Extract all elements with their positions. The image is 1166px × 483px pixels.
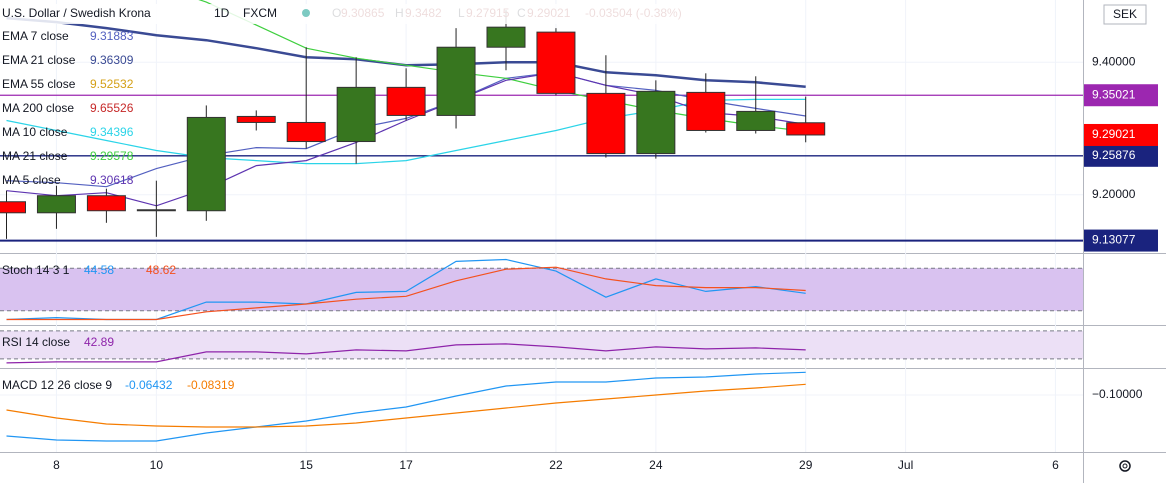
price-plot: [0, 0, 1083, 242]
x-tick-label: 29: [799, 458, 813, 472]
candle-body: [386, 86, 426, 116]
band: [0, 268, 1083, 311]
legend-value: 9.31883: [90, 29, 134, 43]
indicator-line: [6, 266, 806, 321]
indicator-line: [6, 371, 806, 442]
candle-body: [636, 90, 676, 155]
legend-name: EMA 21 close: [2, 53, 76, 67]
currency-box[interactable]: [1103, 4, 1147, 25]
y-tick-label: −0.10000: [1092, 387, 1143, 401]
candle-body: [686, 91, 726, 131]
candle-body: [236, 115, 276, 123]
settings-icon[interactable]: [1119, 460, 1131, 472]
x-tick-label: 17: [399, 458, 413, 472]
indicator-line: [6, 343, 806, 364]
legend-value: 9.36309: [90, 53, 134, 67]
pane-title: RSI 14 close: [2, 335, 70, 349]
legend-name: EMA 7 close: [2, 29, 69, 43]
pane-title: MACD 12 26 close 9: [2, 378, 112, 392]
header-bg: [0, 4, 695, 24]
legend-name: MA 5 close: [2, 173, 61, 187]
candle-body: [436, 46, 476, 116]
candle-body: [736, 110, 776, 131]
legend-value: 9.30618: [90, 173, 134, 187]
plot-layer: 8 10 15 17 22 24 29 Jul 6 9.20000 9.40000 9.35021 9.…: [0, 0, 1158, 472]
symbol-title: U.S. Dollar / Swedish Krona: [2, 6, 151, 20]
legend-name: EMA 55 close: [2, 77, 76, 91]
x-tick-label: 10: [150, 458, 164, 472]
x-tick-label: 6: [1052, 458, 1059, 472]
candle-body: [586, 92, 626, 155]
legend-value: 42.89: [84, 335, 114, 349]
candle-body: [136, 209, 176, 212]
price-tag-label: 9.13077: [1092, 233, 1136, 247]
y-tick-label: 9.40000: [1092, 54, 1136, 68]
pane-title: Stoch 14 3 1: [2, 263, 70, 277]
candle-body: [336, 86, 376, 143]
price-tag: [1084, 144, 1158, 167]
legend-value: 9.29578: [90, 149, 134, 163]
x-tick-label: 22: [549, 458, 563, 472]
price-tag: [1084, 123, 1158, 146]
legend-value: 44.58: [84, 263, 114, 277]
currency[interactable]: SEK: [1113, 7, 1137, 21]
legend-value: 9.65526: [90, 101, 134, 115]
candle-body: [786, 122, 826, 136]
legend-name: MA 21 close: [2, 149, 68, 163]
legend-name: MA 10 close: [2, 125, 68, 139]
status-dot: [302, 9, 310, 17]
price-tag-label: 9.25876: [1092, 148, 1136, 162]
candle-body: [0, 201, 26, 214]
candle-body: [86, 195, 126, 212]
price-tag: [1084, 84, 1158, 107]
candle-body: [36, 195, 76, 214]
legend-value: 9.52532: [90, 77, 134, 91]
candle-body: [286, 121, 326, 143]
y-tick-label: 9.20000: [1092, 187, 1136, 201]
candle-body: [186, 116, 226, 212]
legend-value: -0.08319: [187, 378, 235, 392]
x-tick-label: 24: [649, 458, 663, 472]
legend-value: -0.06432: [125, 378, 173, 392]
source: FXCM: [243, 6, 277, 20]
legend-value: 9.34396: [90, 125, 134, 139]
candle-body: [486, 26, 526, 48]
price-tag-label: 9.29021: [1092, 127, 1136, 141]
interval: 1D: [214, 6, 230, 20]
x-tick-label: Jul: [898, 458, 913, 472]
legend-name: MA 200 close: [2, 101, 74, 115]
x-tick-label: 8: [53, 458, 60, 472]
legend-value: 48.62: [146, 263, 176, 277]
band: [0, 330, 1083, 359]
price-tag: [1084, 229, 1158, 252]
x-tick-label: 15: [300, 458, 314, 472]
candle-body: [536, 31, 576, 94]
indicator-line: [6, 383, 806, 428]
price-tag-label: 9.35021: [1092, 87, 1136, 101]
